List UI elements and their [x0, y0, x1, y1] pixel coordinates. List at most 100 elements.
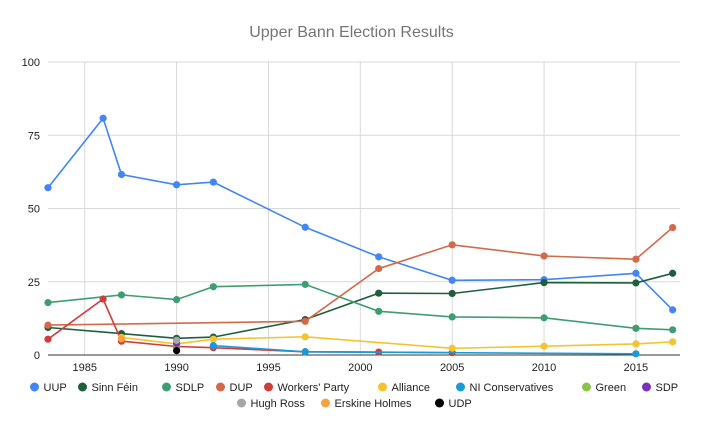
series-5: [117, 333, 677, 352]
data-point: [173, 296, 181, 304]
data-point: [669, 269, 677, 277]
series-line: [47, 272, 673, 340]
data-point: [540, 279, 548, 287]
data-point: [375, 253, 383, 261]
data-point: [632, 340, 640, 348]
data-point: [209, 342, 217, 350]
legend-label: Erskine Holmes: [335, 398, 413, 410]
data-point: [209, 283, 217, 291]
data-point: [99, 114, 107, 122]
legend-label: UDP: [449, 398, 472, 410]
legend-marker: [162, 382, 171, 392]
legend-item: SDLP: [162, 382, 204, 394]
data-point: [375, 289, 383, 297]
series-9: [173, 336, 181, 344]
chart-title: Upper Bann Election Results: [249, 24, 454, 41]
data-point: [632, 350, 640, 358]
legend-marker: [237, 398, 246, 408]
series-line: [47, 297, 453, 354]
series-line: [47, 283, 673, 331]
legend-label: UUP: [44, 382, 67, 394]
legend-marker: [582, 382, 591, 392]
data-point: [669, 306, 677, 314]
series-6: [209, 342, 640, 358]
series-3: [44, 223, 677, 329]
legend-item: SDP: [642, 382, 678, 394]
data-point: [99, 295, 107, 303]
data-point: [117, 291, 126, 299]
data-point: [632, 279, 640, 287]
legend-marker: [216, 382, 225, 392]
legend-marker: [321, 398, 330, 408]
legend-item: DUP: [216, 382, 253, 394]
legend-label: Green: [596, 382, 627, 394]
data-point: [448, 344, 456, 352]
series-4: [44, 295, 456, 357]
legend-item: Sinn Féin: [78, 382, 138, 394]
y-tick-label: 0: [34, 350, 40, 362]
x-tick-label: 2010: [532, 362, 556, 374]
x-tick-label: 1990: [164, 362, 188, 374]
legend-label: SDLP: [176, 382, 205, 394]
data-point: [301, 223, 309, 231]
legend-marker: [378, 382, 387, 392]
legend-label: Hugh Ross: [251, 398, 306, 410]
data-point: [44, 184, 52, 192]
x-tick-label: 1985: [73, 362, 97, 374]
data-point: [448, 313, 456, 321]
data-point: [301, 280, 309, 288]
series-line: [121, 335, 673, 350]
data-point: [173, 181, 181, 189]
x-tick-label: 2000: [348, 362, 372, 374]
data-point: [375, 307, 383, 315]
data-point: [540, 342, 548, 350]
data-point: [44, 298, 52, 307]
data-point: [173, 336, 181, 344]
x-tick-label: 2005: [440, 362, 464, 374]
y-tick-label: 25: [28, 277, 40, 289]
data-point: [632, 324, 640, 332]
y-tick-label: 50: [28, 204, 40, 216]
data-point: [301, 348, 309, 356]
legend-marker: [456, 382, 465, 392]
legend-label: Workers' Party: [278, 382, 350, 394]
legend-marker: [642, 382, 651, 392]
legend-item: UUP: [30, 382, 67, 394]
data-point: [375, 264, 383, 273]
data-point: [669, 326, 677, 334]
data-point: [173, 347, 181, 355]
data-point: [448, 241, 456, 249]
legend-label: Sinn Féin: [92, 382, 138, 394]
legend-item: Alliance: [378, 382, 430, 394]
data-point: [209, 178, 217, 186]
data-point: [117, 170, 126, 179]
legend-marker: [30, 382, 39, 392]
data-point: [632, 269, 640, 277]
legend-item: UDP: [435, 398, 472, 410]
gridlines: [48, 61, 680, 355]
data-point: [301, 317, 309, 325]
data-point: [669, 338, 677, 346]
legend-item: Workers' Party: [264, 382, 350, 394]
data-point: [632, 255, 640, 263]
series-0: [44, 114, 677, 314]
legend-item: Hugh Ross: [237, 398, 305, 410]
data-point: [540, 252, 548, 260]
x-tick-label: 2015: [624, 362, 648, 374]
legend-marker: [78, 382, 87, 392]
legend-marker: [264, 382, 273, 392]
data-point: [209, 335, 217, 343]
series-2: [44, 280, 677, 334]
series-11: [173, 347, 181, 355]
data-point: [44, 335, 52, 343]
series-10: [117, 335, 126, 343]
legend-label: NI Conservatives: [470, 382, 554, 394]
legend-item: Erskine Holmes: [321, 398, 412, 410]
data-point: [448, 276, 456, 284]
x-tick-label: 1995: [256, 362, 280, 374]
y-tick-label: 100: [22, 57, 40, 69]
data-point: [44, 321, 52, 329]
y-tick-label: 75: [28, 130, 40, 142]
legend-label: SDP: [656, 382, 679, 394]
